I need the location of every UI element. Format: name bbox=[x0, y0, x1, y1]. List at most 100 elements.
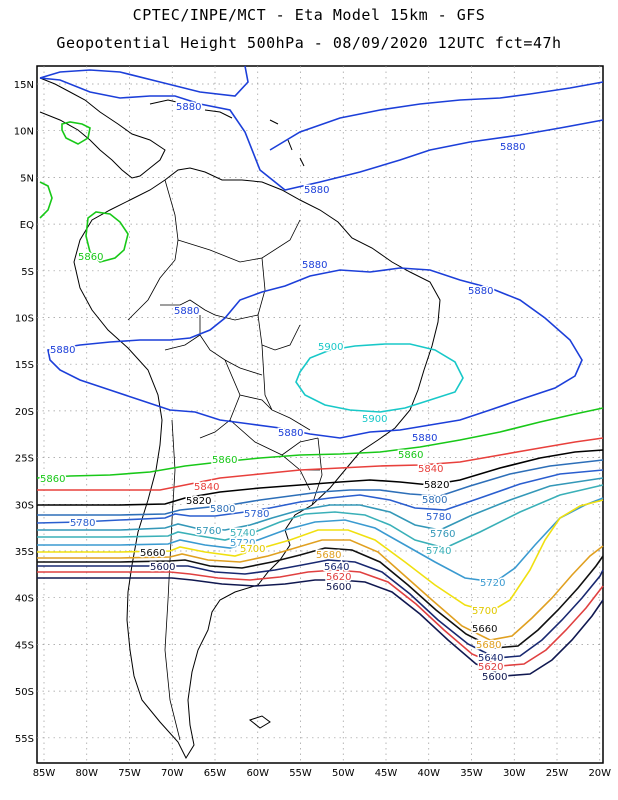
lat-tick-label: 40S bbox=[15, 594, 34, 605]
lon-tick-label: 30W bbox=[503, 768, 526, 779]
lat-tick-label: 55S bbox=[15, 734, 34, 745]
lon-tick-label: 50W bbox=[332, 768, 355, 779]
lat-tick-label: 30S bbox=[15, 500, 34, 511]
lon-tick-label: 55W bbox=[289, 768, 312, 779]
lon-tick-label: 75W bbox=[118, 768, 141, 779]
lat-tick-label: EQ bbox=[20, 220, 34, 231]
contour-label: 5740 bbox=[426, 546, 451, 557]
contour-label: 5840 bbox=[194, 482, 219, 493]
lat-tick-label: 45S bbox=[15, 640, 34, 651]
lon-tick-label: 85W bbox=[33, 768, 56, 779]
contour-label: 5880 bbox=[500, 142, 525, 153]
contour-label: 5700 bbox=[472, 606, 497, 617]
contour-label: 5860 bbox=[212, 455, 237, 466]
contour-label: 5880 bbox=[278, 428, 303, 439]
contour-5860-main bbox=[36, 407, 604, 479]
lon-tick-label: 20W bbox=[588, 768, 611, 779]
lon-tick-label: 60W bbox=[246, 768, 269, 779]
contour-5620 bbox=[37, 569, 604, 667]
contour-label: 5880 bbox=[412, 433, 437, 444]
contour-label: 5700 bbox=[240, 544, 265, 555]
lon-tick-label: 70W bbox=[161, 768, 184, 779]
contour-label: 5640 bbox=[324, 562, 349, 573]
contour-label: 5800 bbox=[422, 495, 447, 506]
contour-5780 bbox=[36, 469, 604, 524]
contour-label: 5760 bbox=[430, 529, 455, 540]
contour-5740 bbox=[37, 484, 604, 549]
contour-label: 5660 bbox=[140, 548, 165, 559]
lat-tick-label: 10S bbox=[15, 314, 34, 325]
contour-5800 bbox=[37, 459, 604, 516]
contour-label: 5780 bbox=[70, 518, 95, 529]
lat-tick-label: 15S bbox=[15, 360, 34, 371]
contour-label: 5900 bbox=[362, 414, 387, 425]
contour-label: 5600 bbox=[326, 582, 351, 593]
contour-5700 bbox=[37, 499, 604, 613]
contour-5880-north bbox=[39, 65, 604, 151]
contour-5900 bbox=[295, 343, 464, 413]
lat-tick-label: 10N bbox=[14, 127, 34, 138]
south-america-coastline bbox=[73, 167, 441, 760]
contour-label: 5840 bbox=[418, 464, 443, 475]
contour-5880-south bbox=[47, 267, 583, 439]
contour-5840 bbox=[37, 437, 604, 491]
contour-5860-islands bbox=[39, 121, 129, 263]
contour-5660 bbox=[37, 547, 604, 649]
contour-label: 5860 bbox=[78, 252, 103, 263]
contour-labels: 5880 5880 5880 5880 5880 5880 5880 5880 … bbox=[39, 101, 527, 685]
falkland-islands bbox=[248, 715, 271, 729]
contour-5600 bbox=[37, 577, 604, 677]
lat-tick-label: 50S bbox=[15, 687, 34, 698]
contour-label: 5640 bbox=[478, 653, 503, 664]
contour-label: 5880 bbox=[50, 345, 75, 356]
lon-tick-label: 35W bbox=[460, 768, 483, 779]
central-america-coastline bbox=[39, 77, 166, 179]
contour-5640 bbox=[37, 559, 604, 659]
latitude-axis: 15N 10N 5N EQ 5S 10S 15S 20S 25S 30S 35S 40S 45S 50S 5… bbox=[14, 80, 34, 745]
contour-lines bbox=[36, 65, 604, 677]
contour-5760 bbox=[37, 477, 604, 531]
contour-label: 5680 bbox=[476, 640, 501, 651]
lat-tick-label: 5S bbox=[21, 267, 34, 278]
contour-label: 5820 bbox=[424, 480, 449, 491]
map-title-line-2: Geopotential Height 500hPa - 08/09/2020 … bbox=[56, 34, 562, 52]
country-borders bbox=[127, 179, 323, 741]
lon-tick-label: 45W bbox=[375, 768, 398, 779]
lon-tick-label: 40W bbox=[417, 768, 440, 779]
contour-label: 5880 bbox=[304, 185, 329, 196]
contour-5680 bbox=[37, 539, 604, 641]
contour-label: 5720 bbox=[230, 538, 255, 549]
longitude-axis: 85W 80W 75W 70W 65W 60W 55W 50W 45W 40W 35W 30W 25W 2… bbox=[33, 768, 611, 779]
contour-label: 5780 bbox=[426, 512, 451, 523]
lon-tick-label: 80W bbox=[75, 768, 98, 779]
contour-label: 5780 bbox=[244, 509, 269, 520]
contour-label: 5900 bbox=[318, 342, 343, 353]
contour-label: 5880 bbox=[174, 306, 199, 317]
lat-tick-label: 15N bbox=[14, 80, 34, 91]
map-title-line-1: CPTEC/INPE/MCT - Eta Model 15km - GFS bbox=[132, 6, 486, 24]
contour-label: 5860 bbox=[398, 450, 423, 461]
lat-tick-label: 25S bbox=[15, 454, 34, 465]
lon-tick-label: 65W bbox=[204, 768, 227, 779]
contour-label: 5720 bbox=[480, 578, 505, 589]
contour-label: 5620 bbox=[478, 662, 503, 673]
contour-5720 bbox=[37, 497, 604, 583]
contour-5880-mid bbox=[39, 77, 604, 191]
contour-label: 5600 bbox=[150, 562, 175, 573]
contour-5820 bbox=[37, 449, 604, 506]
lat-tick-label: 20S bbox=[15, 407, 34, 418]
contour-label: 5800 bbox=[210, 504, 235, 515]
contour-label: 5880 bbox=[302, 260, 327, 271]
lat-tick-label: 35S bbox=[15, 547, 34, 558]
coastlines bbox=[39, 77, 441, 760]
contour-label: 5600 bbox=[482, 672, 507, 683]
contour-label: 5660 bbox=[472, 624, 497, 635]
contour-label: 5760 bbox=[196, 526, 221, 537]
lat-tick-label: 5N bbox=[20, 173, 34, 184]
contour-label: 5740 bbox=[230, 528, 255, 539]
contour-label: 5620 bbox=[326, 572, 351, 583]
contour-label: 5820 bbox=[186, 496, 211, 507]
contour-label: 5880 bbox=[468, 286, 493, 297]
contour-label: 5880 bbox=[176, 102, 201, 113]
